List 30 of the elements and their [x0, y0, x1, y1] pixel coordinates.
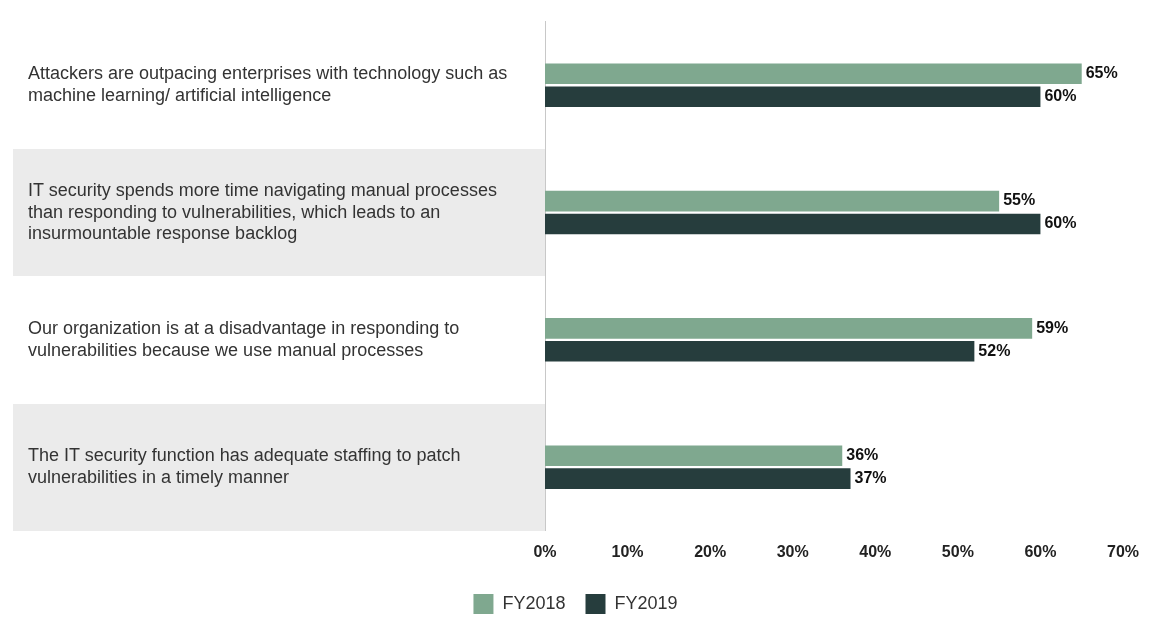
bar	[545, 190, 1000, 212]
bar	[545, 341, 975, 362]
legend-label: FY2018	[502, 592, 566, 613]
legend-label: FY2019	[614, 592, 678, 613]
y-tick-label: Our organization is at a disadvantage in responding to vulnerabilities because we use manual processes	[28, 318, 460, 360]
data-label: 37%	[854, 469, 887, 487]
bar	[545, 445, 843, 466]
data-label: 59%	[1036, 318, 1069, 336]
x-tick-label: 10%	[611, 542, 644, 560]
x-tick-label: 20%	[694, 542, 727, 560]
bar	[545, 318, 1033, 339]
x-tick-label: 40%	[859, 542, 892, 560]
data-label: 52%	[978, 341, 1011, 359]
data-label: 60%	[1044, 214, 1077, 232]
bar	[545, 86, 1041, 108]
data-label: 36%	[846, 446, 879, 464]
bar	[545, 63, 1082, 85]
x-tick-label: 70%	[1106, 542, 1140, 560]
y-tick-label: Attackers are outpacing enterprises with technology such as machine learning/ artificial intelligence	[28, 63, 508, 106]
x-tick-label: 0%	[533, 542, 557, 560]
bar	[545, 468, 851, 489]
data-label: 65%	[1085, 64, 1118, 82]
bar	[545, 213, 1041, 235]
y-tick-label: IT security spends more time navigating manual processes than responding to vulnerabilities, which leads to an insurmountable response backlog	[28, 179, 497, 244]
data-label: 55%	[1003, 191, 1036, 209]
x-tick-label: 50%	[941, 542, 974, 560]
x-tick-label: 60%	[1024, 542, 1057, 560]
data-label: 60%	[1044, 87, 1077, 105]
x-tick-label: 30%	[776, 542, 809, 560]
y-tick-label: The IT security function has adequate staffing to patch vulnerabilities in a timely manner	[28, 445, 461, 487]
